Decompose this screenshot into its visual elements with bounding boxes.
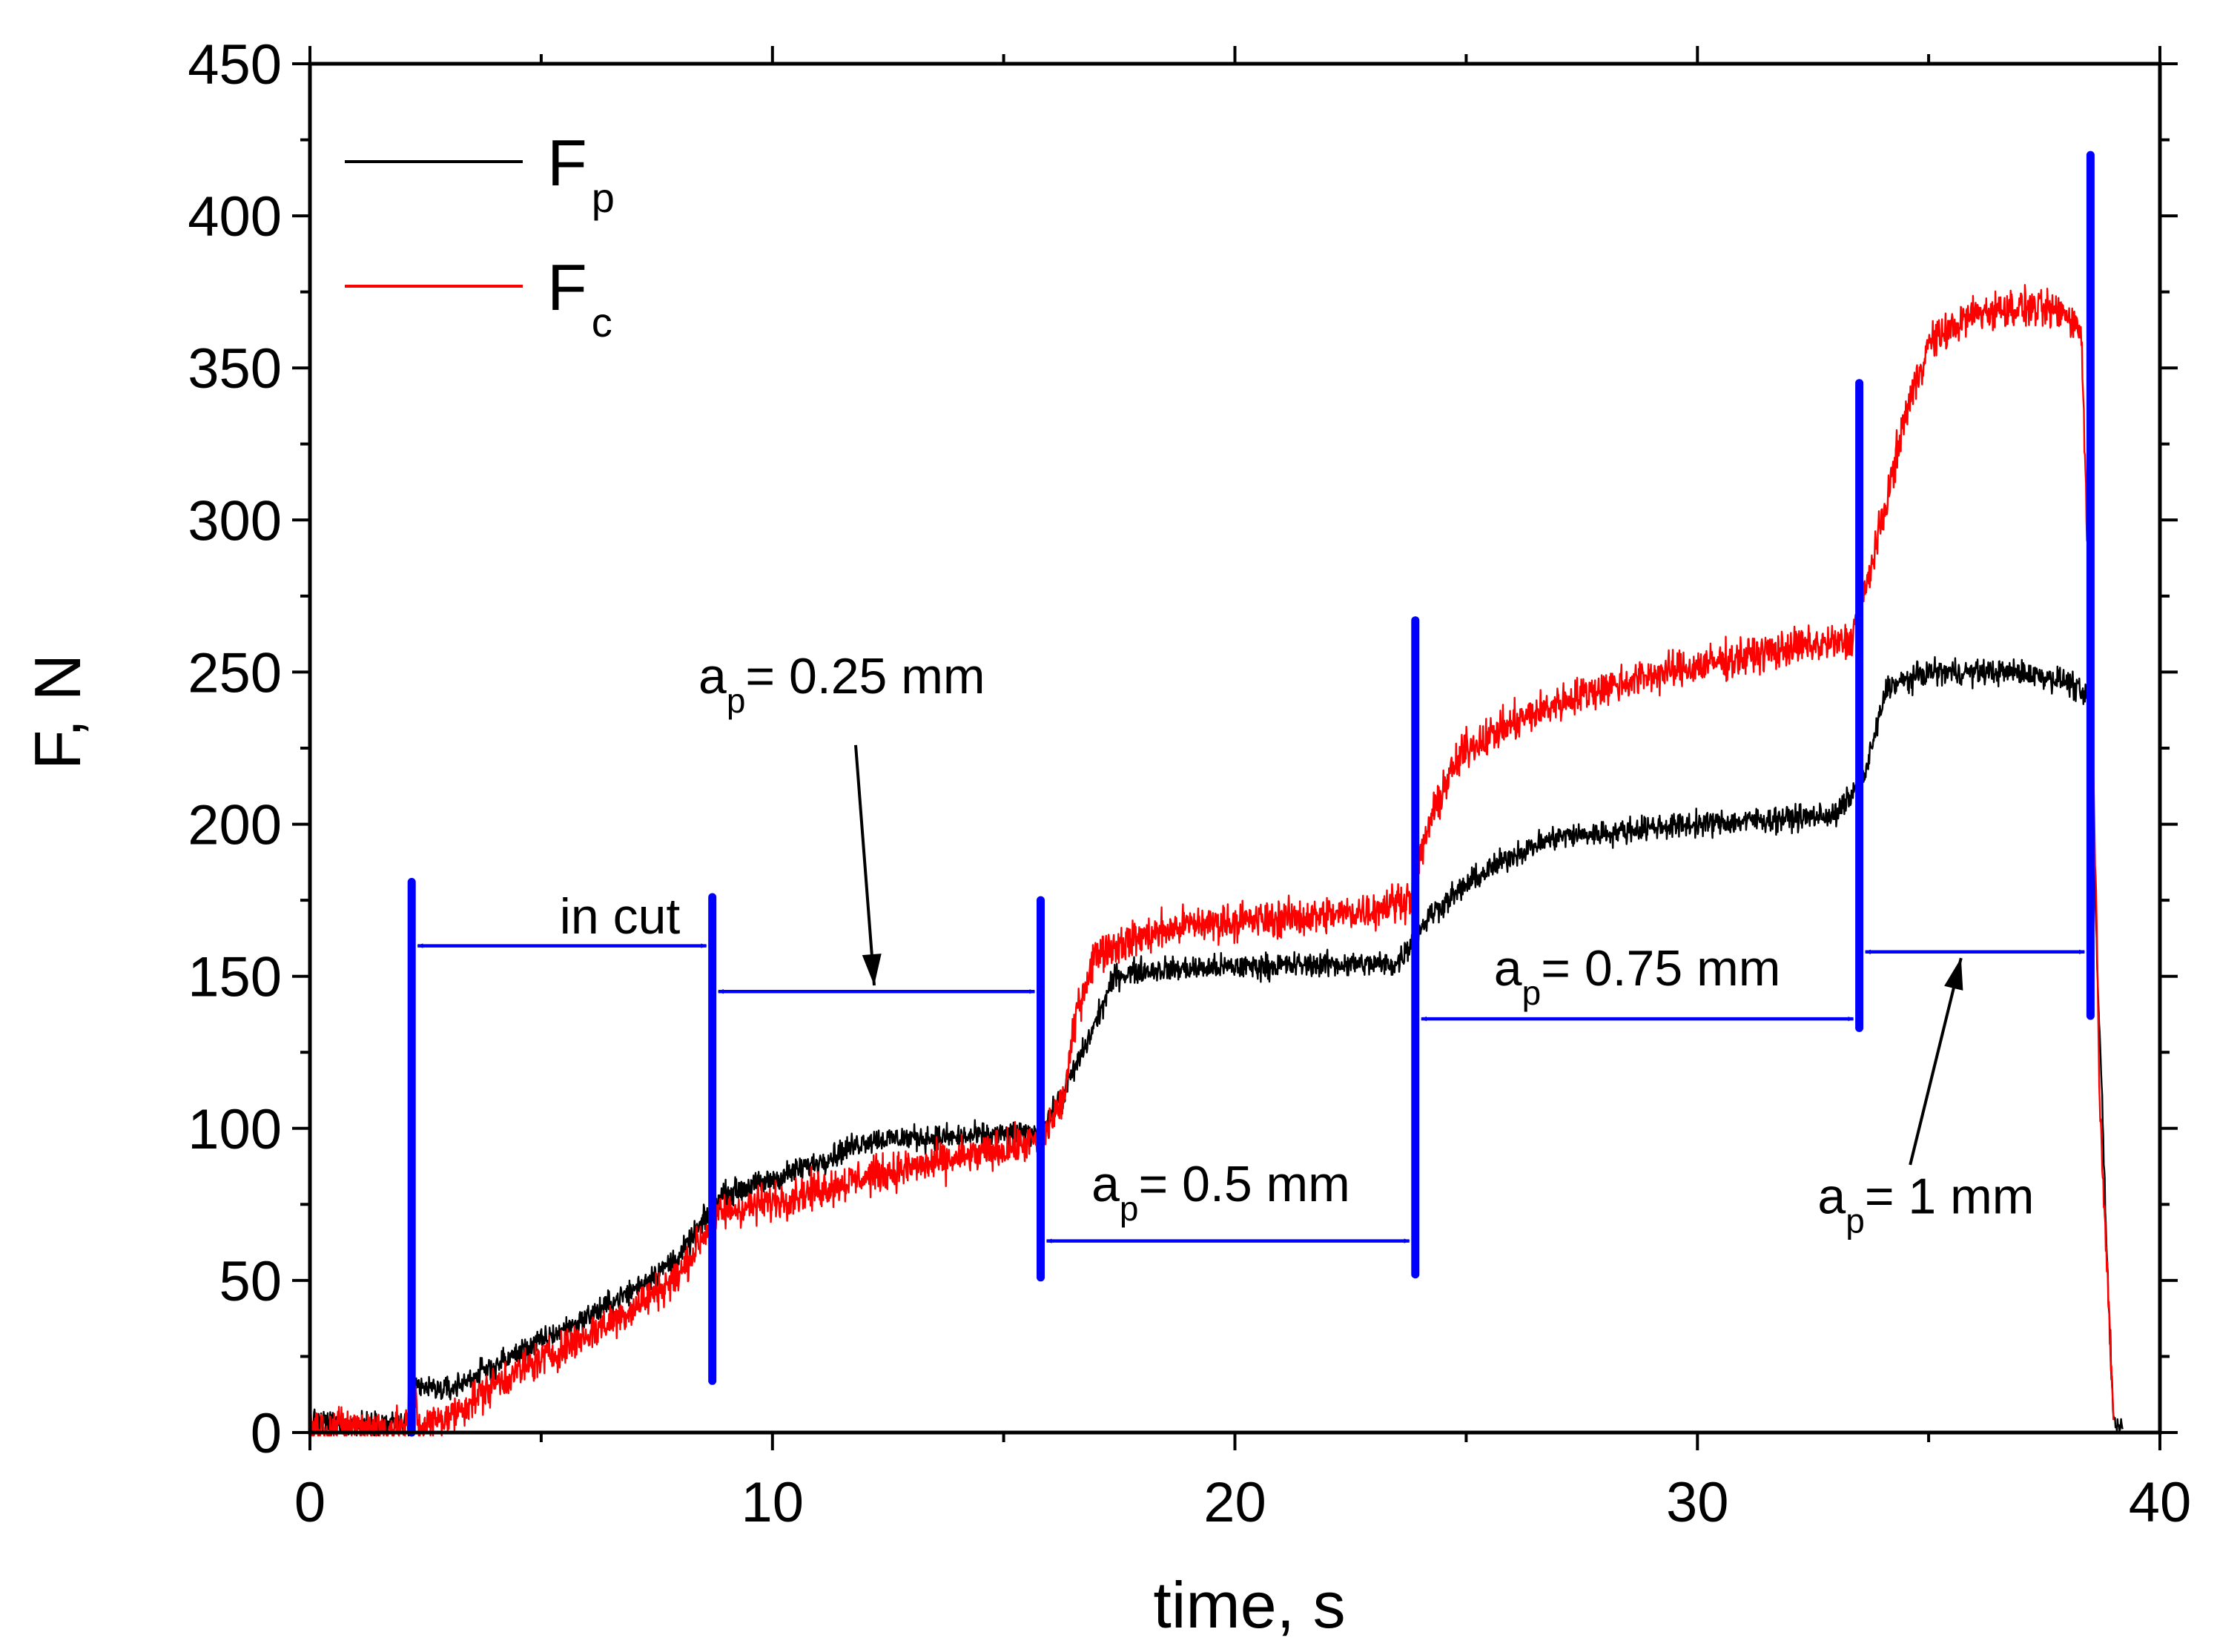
annotation-main: a [1091, 1156, 1120, 1212]
annotation-ap-1: ap= 1 mm [1817, 1169, 2034, 1240]
x-tick-label: 40 [2129, 1471, 2192, 1534]
legend-label-subscript: c [592, 299, 612, 346]
annotation-value: = 1 mm [1865, 1169, 2035, 1225]
annotation-main: a [1817, 1169, 1846, 1225]
y-tick-label: 0 [251, 1402, 282, 1465]
annotation-main: a [698, 648, 727, 704]
y-tick-label: 250 [188, 641, 282, 704]
annotation-ap-075: ap= 0.75 mm [1494, 940, 1781, 1012]
x-tick-label: 30 [1666, 1471, 1729, 1534]
legend-label-subscript: p [592, 174, 615, 221]
series-line-fp [308, 655, 2124, 1437]
series-layer [308, 284, 2124, 1437]
y-tick-label: 150 [188, 946, 282, 1009]
annotation-subscript: p [1846, 1202, 1865, 1240]
y-tick-label: 100 [188, 1098, 282, 1161]
y-tick-label: 50 [219, 1250, 282, 1313]
annotation-value: = 0.5 mm [1139, 1156, 1350, 1212]
annotation-subscript: p [727, 681, 746, 720]
y-tick-label: 300 [188, 489, 282, 552]
y-tick-label: 200 [188, 794, 282, 857]
x-axis-label: time, s [1153, 1568, 1345, 1642]
y-tick-label: 400 [188, 185, 282, 248]
annotation-pointer-head [862, 954, 882, 985]
annotation-pointer-line [1909, 957, 1963, 1166]
series-line-fc [308, 284, 2115, 1437]
annotation-value: = 0.75 mm [1541, 940, 1780, 997]
plot-border [308, 62, 2162, 1435]
y-axis-label: F, N [21, 654, 94, 770]
annotation-main: a [1494, 940, 1522, 997]
annotation-in-cut: in cut [560, 888, 681, 945]
annotation-pointer-head [1944, 958, 1963, 991]
legend-label-main: F [547, 126, 587, 199]
y-tick-label: 350 [188, 337, 282, 400]
legend-label-main: F [547, 251, 587, 324]
plot-frame [308, 62, 2162, 1435]
segment-markers [407, 151, 2095, 1437]
x-tick-label: 20 [1203, 1471, 1266, 1534]
x-tick-label: 0 [294, 1471, 326, 1534]
annotation-value: = 0.25 mm [745, 648, 985, 704]
annotation-subscript: p [1522, 974, 1542, 1012]
y-tick-label: 450 [188, 33, 282, 96]
annotation-ap-025: ap= 0.25 mm [698, 648, 985, 720]
x-tick-label: 10 [741, 1471, 804, 1534]
annotation-main: in cut [560, 888, 681, 945]
annotation-pointer-line [854, 744, 876, 986]
annotation-ap-05: ap= 0.5 mm [1091, 1156, 1350, 1228]
annotation-subscript: p [1120, 1189, 1139, 1228]
